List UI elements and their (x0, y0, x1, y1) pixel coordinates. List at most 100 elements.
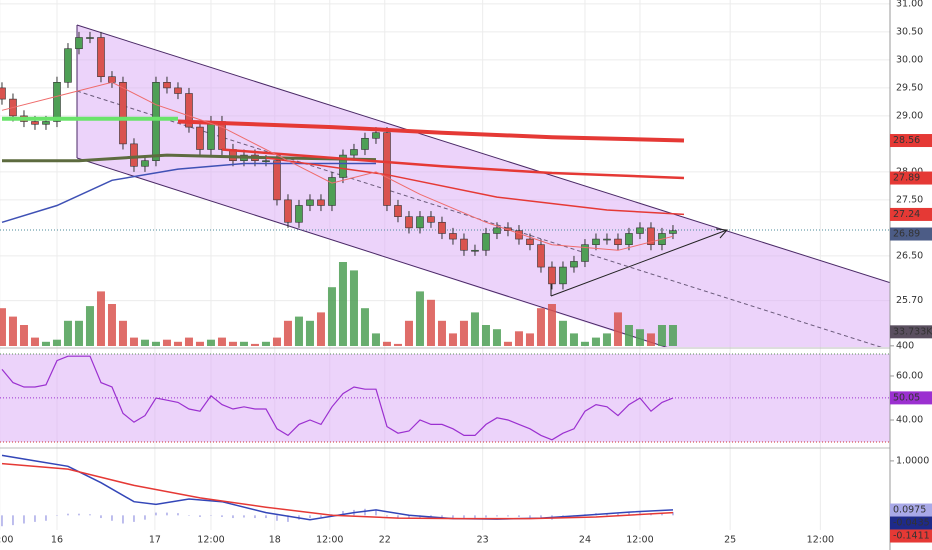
macd-histogram-bar (375, 509, 377, 516)
y-tick-label: 31.00 (896, 0, 923, 9)
macd-histogram-bar (364, 508, 366, 516)
arrow-head (715, 228, 729, 239)
candle-body (394, 205, 402, 217)
volume-bar (19, 325, 28, 346)
moving-average-line (2, 153, 377, 163)
volume-bar (239, 341, 248, 346)
volume-bar (305, 320, 314, 346)
candle-body (328, 177, 336, 206)
volume-bar (107, 304, 116, 346)
macd-histogram-bar (133, 515, 135, 522)
volume-bar (129, 337, 138, 346)
volume-bar (371, 333, 380, 346)
volume-bar (0, 308, 6, 346)
rsi-line (1, 355, 674, 441)
macd-histogram-bar (23, 515, 25, 524)
macd-histogram-bar (463, 515, 465, 520)
candle-body (75, 37, 83, 50)
macd-histogram-bar (155, 512, 157, 516)
volume-bar (525, 333, 534, 346)
volume-bar (360, 308, 369, 346)
candle-body (295, 205, 303, 223)
volume-bar (481, 325, 490, 346)
price-badge (890, 227, 932, 241)
channel-upper (76, 24, 890, 284)
candle-body (42, 121, 50, 125)
moving-average-line (1, 162, 376, 224)
y-tick-label: 29.00 (896, 110, 923, 121)
macd-histogram-bar (452, 515, 454, 519)
volume-bar (426, 299, 435, 346)
candle-body (306, 199, 314, 206)
macd-histogram-bar (639, 512, 641, 516)
candle-body (482, 233, 490, 251)
candle-body (493, 227, 501, 234)
volume-bar (283, 320, 292, 346)
volume-bar (602, 333, 611, 346)
macd-histogram-bar (100, 515, 102, 519)
macd-histogram-bar (408, 515, 410, 519)
candle-body (460, 238, 468, 251)
candle-body (647, 227, 655, 245)
macd-histogram-bar (144, 515, 146, 520)
volume-bar (294, 316, 303, 346)
macd-histogram-bar (265, 515, 267, 519)
macd-histogram-bar (122, 515, 124, 524)
y-tick-label: 27.50 (896, 194, 923, 205)
macd-histogram-bar (210, 515, 212, 516)
candle-body (416, 216, 424, 229)
volume-bar (261, 341, 270, 346)
volume-bar (635, 329, 644, 346)
macd-histogram-bar (496, 515, 498, 517)
volume-bar (338, 262, 347, 346)
macd-histogram-bar (320, 515, 322, 517)
volume-bar (30, 337, 39, 346)
price-badge-label: 33.733K (893, 326, 932, 337)
candle-body (86, 37, 94, 39)
price-badge (890, 325, 932, 339)
volume-bar (591, 337, 600, 346)
candle-body (603, 238, 611, 241)
moving-average-line (221, 148, 685, 180)
macd-histogram-bar (12, 515, 14, 526)
volume-bar (415, 291, 424, 346)
trend-arrow (550, 229, 728, 297)
macd-histogram-bar (474, 515, 476, 520)
macd-histogram-bar (199, 515, 201, 517)
macd-histogram-bar (67, 513, 69, 516)
candle-body (108, 76, 116, 83)
x-tick-label: 12:00 (316, 535, 343, 546)
candle-body (317, 199, 325, 206)
volume-bar (74, 320, 83, 346)
macd-histogram-bar (221, 515, 223, 517)
macd-histogram-bar (254, 515, 256, 519)
y-tick-label: 25.70 (896, 295, 923, 306)
candle-body (625, 233, 633, 245)
marks (0, 31, 685, 527)
candle-body (163, 82, 171, 89)
volume-bar (382, 341, 391, 346)
price-badge-label: 27.24 (893, 209, 920, 220)
volume-bar (393, 343, 402, 346)
volume-bar (327, 287, 336, 346)
volume-bar (151, 341, 160, 346)
volume-bar (569, 333, 578, 346)
volume-bar (96, 291, 105, 346)
x-tick-label: 16 (51, 535, 63, 546)
y-tick-label: 30.50 (896, 26, 923, 37)
macd-histogram-bar (397, 515, 399, 519)
volume-bar (492, 329, 501, 346)
price-badge (890, 503, 932, 517)
macd-histogram-bar (441, 515, 443, 519)
volume-bar (195, 341, 204, 346)
candle-body (53, 82, 61, 122)
candle-body (581, 244, 589, 262)
candle-body (339, 154, 347, 178)
macd-histogram-bar (188, 515, 190, 516)
x-tick-label: 12:00 (0, 535, 13, 546)
candle-body (64, 48, 72, 83)
channel-lower (76, 157, 668, 347)
candle-body (515, 230, 523, 240)
price-badge-label: 26.89 (893, 229, 920, 240)
candle-body (361, 137, 369, 150)
